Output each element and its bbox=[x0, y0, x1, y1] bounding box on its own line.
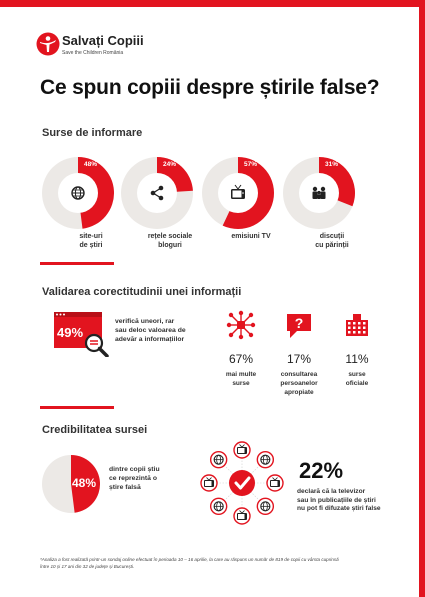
sources-label-line: bloguri bbox=[158, 242, 182, 249]
sources-label-line: site-uri bbox=[79, 233, 103, 240]
credibility-donut-label: dintre copii știu ce reprezintă o știre … bbox=[109, 465, 160, 492]
logo: Salvați Copiii Save the Children România bbox=[36, 32, 176, 68]
validation-label-line: oficiale bbox=[345, 380, 369, 387]
svg-text:?: ? bbox=[295, 315, 304, 331]
section-divider bbox=[40, 406, 114, 409]
small-tv-icon bbox=[237, 510, 247, 520]
check-circle bbox=[229, 470, 255, 496]
sources-label-line: cu părinții bbox=[315, 242, 349, 249]
sources-donut bbox=[202, 157, 274, 229]
validation-text-line: adevăr a informațiilor bbox=[115, 336, 185, 343]
credibility-label-line: ce reprezintă o bbox=[109, 475, 157, 482]
small-globe-icon bbox=[260, 454, 271, 465]
validation-label-line: apropiate bbox=[284, 389, 314, 396]
network-icon bbox=[226, 310, 256, 340]
family-icon bbox=[312, 186, 326, 199]
sources-donut-label: discuții cu părinții bbox=[288, 232, 376, 250]
sources-donut-label: site-uri de știri bbox=[47, 232, 135, 250]
credibility-donut bbox=[42, 455, 100, 513]
tv-stat-line: declară că la televizor bbox=[297, 488, 366, 495]
tv-check-cluster bbox=[200, 441, 284, 525]
tv-stat-line: nu pot fi difuzate știri false bbox=[297, 505, 381, 512]
validation-label-line: surse bbox=[348, 371, 366, 378]
check-icon bbox=[234, 476, 251, 490]
tv-stat-line: sau în publicațiile de știri bbox=[297, 496, 376, 504]
sources-donut-value: 24% bbox=[163, 161, 177, 168]
sources-donut bbox=[42, 157, 114, 229]
section-title-sources: Surse de informare bbox=[42, 127, 143, 139]
sources-donut bbox=[283, 157, 355, 229]
donut-hole bbox=[137, 173, 177, 213]
validation-label-line: consultarea bbox=[280, 371, 318, 378]
validation-label-line: persoanelor bbox=[280, 380, 318, 387]
footnote: *Analiza a fost realizată printr-un sond… bbox=[40, 556, 400, 570]
small-globe-icon bbox=[260, 501, 271, 512]
question-bubble-icon: ? bbox=[287, 314, 311, 338]
validation-text-line: verifică uneori, rar bbox=[115, 318, 175, 325]
logo-tagline: Save the Children România bbox=[62, 50, 124, 56]
validation-highlight-value: 49% bbox=[57, 325, 84, 340]
validation-stat-label: consultarea persoanelor apropiate bbox=[267, 370, 331, 397]
validation-stat-value: 17% bbox=[286, 352, 312, 366]
validation-stat-label: mai multe surse bbox=[209, 370, 273, 388]
footnote-line: între 10 și 17 ani din 32 de județe și B… bbox=[40, 564, 135, 569]
credibility-slice bbox=[71, 455, 100, 513]
institution-icon bbox=[346, 314, 368, 336]
section-divider bbox=[40, 262, 114, 265]
logo-icon bbox=[36, 32, 60, 56]
sources-label-line: discuții bbox=[319, 233, 345, 240]
validation-label-line: mai multe bbox=[225, 371, 257, 378]
small-globe-icon bbox=[213, 454, 224, 465]
validation-highlight-text: verifică uneori, rar sau deloc valoarea … bbox=[115, 317, 186, 344]
top-accent-bar bbox=[0, 0, 425, 7]
credibility-label-line: știre falsă bbox=[109, 484, 141, 491]
footnote-line: *Analiza a fost realizată printr-un sond… bbox=[40, 557, 339, 562]
globe-icon bbox=[71, 186, 85, 200]
validation-stat-label: surse oficiale bbox=[325, 370, 389, 388]
small-tv-icon bbox=[270, 477, 280, 487]
validation-stat-icon: ? bbox=[287, 314, 311, 338]
sources-donut-label: emisiuni TV bbox=[207, 232, 295, 241]
credibility-label-line: dintre copii știu bbox=[109, 466, 160, 473]
small-globe-icon bbox=[213, 501, 224, 512]
tv-stat-value: 22% bbox=[299, 458, 344, 483]
section-title-credibility: Credibilitatea sursei bbox=[42, 424, 148, 436]
credibility-donut-value: 48% bbox=[72, 476, 97, 490]
tv-icon bbox=[231, 184, 245, 199]
small-tv-icon bbox=[237, 444, 247, 454]
sources-label-line: emisiuni TV bbox=[231, 233, 271, 240]
validation-stat-icon bbox=[226, 310, 256, 340]
sources-donut-value: 48% bbox=[84, 161, 98, 168]
sources-label-line: de știri bbox=[79, 242, 103, 249]
logo-brand: Salvați Copiii bbox=[62, 33, 144, 48]
validation-label-line: surse bbox=[232, 380, 250, 387]
tv-stat-text: declară că la televizor sau în publicați… bbox=[297, 488, 381, 514]
validation-text-line: sau deloc valoarea de bbox=[115, 327, 186, 334]
validation-stat-value: 67% bbox=[228, 352, 254, 366]
sources-donut-label: rețele sociale bloguri bbox=[126, 232, 214, 250]
sources-donut bbox=[121, 157, 193, 229]
validation-stat-icon bbox=[346, 314, 368, 336]
share-icon bbox=[150, 185, 164, 201]
validation-browser-icon: 49% bbox=[54, 312, 110, 357]
sources-label-line: rețele sociale bbox=[147, 233, 193, 240]
page-title: Ce spun copiii despre știrile false? bbox=[40, 76, 380, 99]
sources-donut-value: 31% bbox=[325, 161, 339, 168]
small-tv-icon bbox=[204, 477, 214, 487]
right-accent-bar bbox=[419, 0, 425, 597]
sources-donut-value: 57% bbox=[244, 161, 258, 168]
section-title-validation: Validarea corectitudinii unei informații bbox=[42, 286, 242, 298]
validation-stat-value: 11% bbox=[345, 352, 369, 366]
